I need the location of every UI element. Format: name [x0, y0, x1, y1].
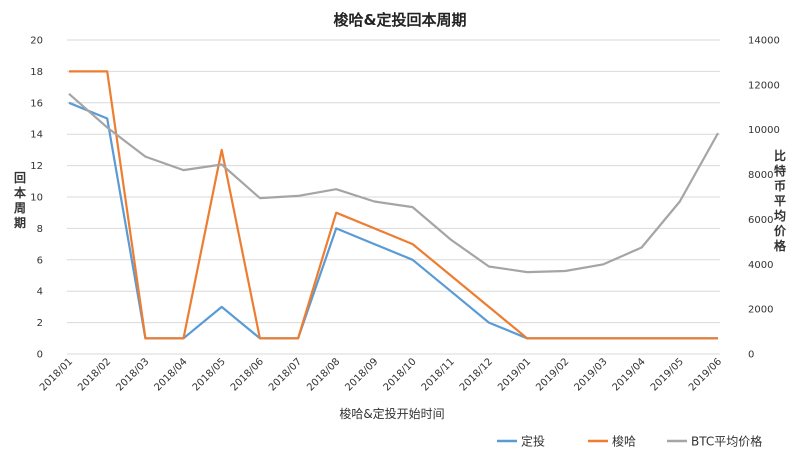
chart-title: 梭哈&定投回本周期 — [333, 11, 466, 29]
x-axis-title: 梭哈&定投开始时间 — [339, 406, 444, 421]
x-tick-label: 2019/03 — [572, 356, 609, 393]
x-tick-label: 2018/09 — [343, 356, 380, 393]
x-tick-label: 2018/11 — [420, 356, 457, 393]
y-axis-ticks: 0 2 4 6 8 10 12 14 16 18 20 — [30, 36, 43, 361]
y-tick-label: 10 — [30, 193, 43, 204]
x-tick-label: 2019/02 — [534, 356, 571, 393]
series-line-0 — [68, 101, 718, 340]
y2-axis-ticks: 0 2000 4000 6000 8000 10000 12000 14000 — [748, 36, 780, 361]
x-tick-label: 2019/06 — [687, 356, 724, 393]
x-tick-label: 2018/01 — [38, 356, 75, 393]
series-line-1 — [69, 70, 718, 340]
x-tick-label: 2019/04 — [611, 356, 648, 393]
legend: 定投 梭哈 BTC平均价格 — [497, 434, 762, 449]
y2-tick-label: 4000 — [748, 260, 773, 271]
x-tick-label: 2018/03 — [114, 356, 151, 393]
axis-title-char: 格 — [774, 238, 787, 253]
axis-title-char: 特 — [774, 163, 786, 178]
axis-title-char: 周 — [14, 201, 26, 215]
y2-tick-label: 12000 — [748, 80, 780, 91]
x-axis-ticks: 2018/01 2018/02 2018/03 2018/04 2018/05 2018/… — [38, 356, 724, 393]
x-tick-label: 2018/05 — [191, 356, 228, 393]
x-tick-label: 2018/04 — [152, 356, 189, 393]
y2-tick-label: 0 — [748, 350, 754, 361]
y-tick-label: 0 — [37, 350, 43, 361]
grid-lines — [67, 39, 720, 355]
y-tick-label: 14 — [30, 130, 43, 141]
y-axis-title: 回本周期 — [14, 171, 26, 230]
y2-tick-label: 10000 — [748, 125, 780, 136]
axis-title-char: 均 — [774, 208, 786, 223]
axis-title-char: 比 — [774, 148, 786, 163]
y2-tick-label: 2000 — [748, 305, 773, 316]
y-tick-label: 2 — [37, 318, 43, 329]
axis-title-char: 回 — [14, 171, 26, 185]
series-line-2 — [68, 92, 719, 274]
y-tick-label: 16 — [30, 98, 43, 109]
x-tick-label: 2018/10 — [382, 356, 419, 393]
axis-title-char: 期 — [14, 215, 26, 230]
x-tick-label: 2019/01 — [496, 356, 533, 393]
series-lines — [68, 70, 719, 340]
y2-tick-label: 8000 — [748, 170, 773, 181]
x-tick-label: 2018/12 — [458, 356, 495, 393]
y-tick-label: 20 — [30, 36, 43, 47]
legend-label: 梭哈 — [612, 434, 636, 449]
y-tick-label: 18 — [30, 67, 43, 78]
x-tick-label: 2018/06 — [229, 356, 266, 393]
y2-tick-label: 14000 — [748, 36, 780, 47]
legend-label: BTC平均价格 — [691, 434, 762, 449]
x-tick-label: 2018/07 — [267, 356, 304, 393]
axis-title-char: 币 — [774, 179, 786, 193]
axis-title-char: 本 — [14, 185, 26, 200]
axis-title-char: 价 — [774, 224, 787, 238]
y-tick-label: 4 — [37, 287, 43, 298]
x-tick-label: 2018/08 — [305, 356, 342, 393]
legend-label: 定投 — [521, 434, 545, 449]
y-tick-label: 8 — [37, 224, 43, 235]
y-tick-label: 12 — [30, 161, 43, 172]
y-tick-label: 6 — [37, 255, 43, 266]
x-tick-label: 2019/05 — [649, 356, 686, 393]
axis-title-char: 平 — [774, 194, 786, 208]
y2-tick-label: 6000 — [748, 215, 773, 226]
x-tick-label: 2018/02 — [76, 356, 113, 393]
